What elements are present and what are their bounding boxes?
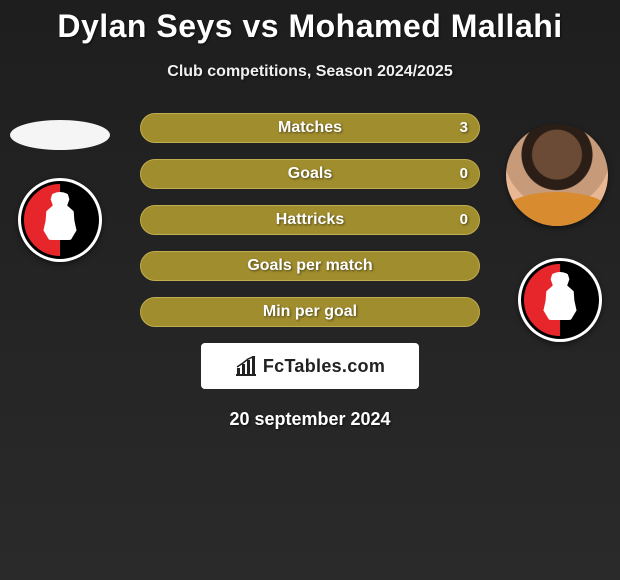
stat-label: Goals per match — [140, 251, 480, 281]
stat-right-value: 3 — [460, 113, 468, 143]
stat-row-min-per-goal: Min per goal — [140, 297, 480, 327]
stat-label: Goals — [140, 159, 480, 189]
stat-label: Matches — [140, 113, 480, 143]
date-line: 20 september 2024 — [0, 409, 620, 430]
stat-row-goals-per-match: Goals per match — [140, 251, 480, 281]
stat-label: Hattricks — [140, 205, 480, 235]
stat-right-value: 0 — [460, 159, 468, 189]
stats-area: Matches 3 Goals 0 Hattricks 0 Goals per … — [0, 113, 620, 327]
bar-chart-icon — [235, 356, 257, 376]
stat-label: Min per goal — [140, 297, 480, 327]
stat-row-goals: Goals 0 — [140, 159, 480, 189]
subtitle: Club competitions, Season 2024/2025 — [0, 63, 620, 81]
stat-row-matches: Matches 3 — [140, 113, 480, 143]
stat-right-value: 0 — [460, 205, 468, 235]
brand-text: FcTables.com — [263, 356, 385, 377]
page-title: Dylan Seys vs Mohamed Mallahi — [0, 0, 620, 45]
stat-row-hattricks: Hattricks 0 — [140, 205, 480, 235]
brand-box: FcTables.com — [201, 343, 419, 389]
